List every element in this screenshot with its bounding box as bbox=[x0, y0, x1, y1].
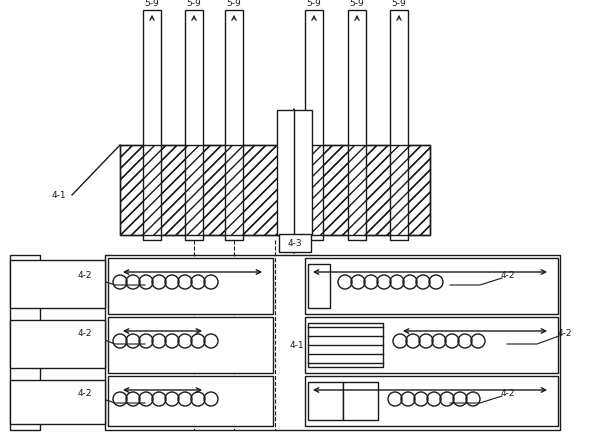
Bar bbox=[305, 258, 558, 314]
Bar bbox=[185, 10, 203, 240]
Text: 4-2: 4-2 bbox=[78, 271, 92, 279]
Text: 5-9: 5-9 bbox=[187, 0, 202, 8]
Bar bbox=[308, 382, 343, 420]
Bar bbox=[305, 317, 558, 373]
Text: 5-9: 5-9 bbox=[392, 0, 407, 8]
Bar bbox=[305, 10, 323, 240]
Bar bbox=[10, 260, 105, 308]
Bar bbox=[10, 320, 105, 368]
Bar bbox=[308, 323, 383, 367]
Bar bbox=[343, 382, 378, 420]
Bar bbox=[277, 110, 312, 235]
Text: 4-3: 4-3 bbox=[288, 239, 303, 247]
Text: 5-9: 5-9 bbox=[350, 0, 364, 8]
Bar bbox=[108, 258, 273, 314]
Bar bbox=[390, 10, 408, 240]
Bar bbox=[308, 264, 330, 308]
Bar bbox=[143, 10, 161, 240]
Bar bbox=[305, 376, 558, 426]
Bar bbox=[105, 255, 560, 430]
Bar bbox=[279, 234, 311, 252]
Bar bbox=[108, 317, 273, 373]
Bar bbox=[10, 380, 105, 424]
Text: 4-2: 4-2 bbox=[78, 328, 92, 338]
Bar bbox=[10, 255, 40, 430]
Text: 5-9: 5-9 bbox=[227, 0, 242, 8]
Text: 4-1: 4-1 bbox=[289, 342, 304, 350]
Text: 5-9: 5-9 bbox=[145, 0, 160, 8]
Bar bbox=[108, 376, 273, 426]
Bar bbox=[120, 145, 430, 235]
Text: 5-9: 5-9 bbox=[307, 0, 321, 8]
Text: 4-2: 4-2 bbox=[558, 328, 572, 338]
Bar bbox=[348, 10, 366, 240]
Text: 4-1: 4-1 bbox=[51, 191, 66, 199]
Text: 4-2: 4-2 bbox=[78, 389, 92, 398]
Text: 4-2: 4-2 bbox=[501, 271, 515, 279]
Text: 4-2: 4-2 bbox=[501, 389, 515, 398]
Bar bbox=[225, 10, 243, 240]
Bar bbox=[120, 145, 430, 235]
